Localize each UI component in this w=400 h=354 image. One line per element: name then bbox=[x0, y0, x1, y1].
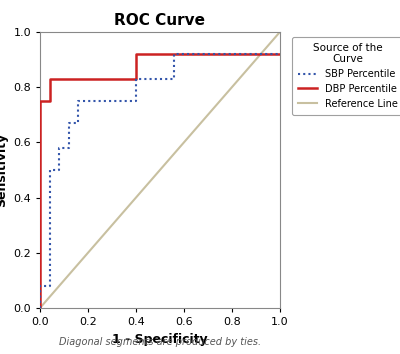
Title: ROC Curve: ROC Curve bbox=[114, 13, 206, 28]
Text: Diagonal segments are produced by ties.: Diagonal segments are produced by ties. bbox=[59, 337, 261, 347]
X-axis label: 1 - Specificity: 1 - Specificity bbox=[112, 332, 208, 346]
Legend: SBP Percentile, DBP Percentile, Reference Line: SBP Percentile, DBP Percentile, Referenc… bbox=[292, 37, 400, 115]
Y-axis label: Sensitivity: Sensitivity bbox=[0, 133, 8, 207]
